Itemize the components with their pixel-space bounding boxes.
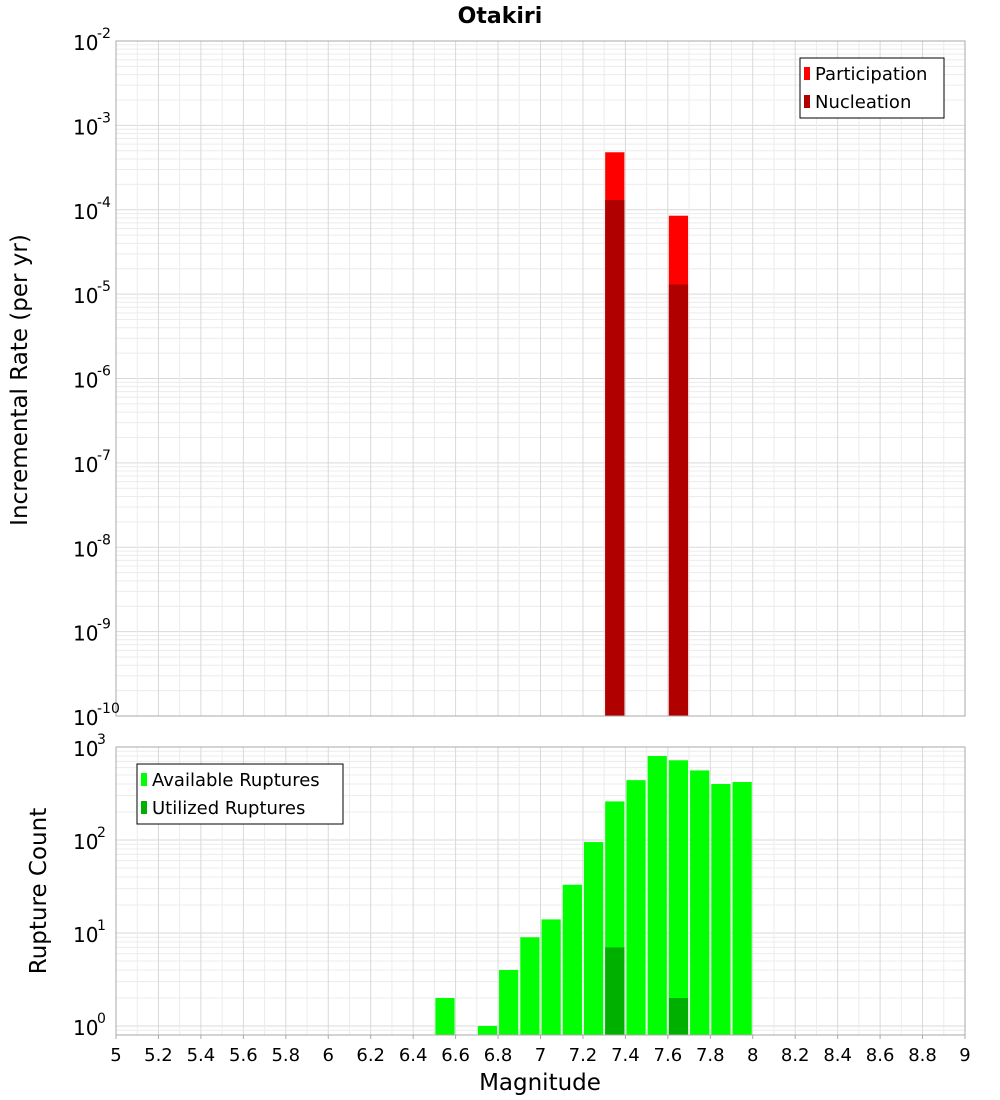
y-tick-label: 10 [73, 737, 98, 761]
legend-swatch [804, 95, 810, 108]
x-tick-label: 5 [110, 1045, 121, 1066]
y-tick-exponent: -2 [97, 26, 111, 42]
y-tick-exponent: 2 [97, 825, 106, 841]
y-tick-exponent: -8 [97, 532, 111, 548]
x-tick-label: 5.4 [187, 1045, 216, 1066]
legend-swatch [141, 801, 147, 814]
y-tick-exponent: 0 [97, 1011, 106, 1027]
legend-label: Participation [815, 64, 927, 85]
top-legend: Participation Nucleation [799, 57, 945, 119]
bar [605, 947, 625, 1035]
bar [626, 780, 646, 1035]
x-tick-label: 8.8 [908, 1045, 937, 1066]
top-plot-incremental-rate: 10-1010-910-810-710-610-510-410-310-2Par… [73, 26, 966, 730]
y-tick-label: 10 [73, 1016, 98, 1040]
legend-label: Nucleation [815, 92, 911, 113]
y-tick-exponent: -7 [97, 448, 111, 464]
bottom-series-utilized-ruptures [605, 947, 689, 1035]
top-grid [115, 40, 966, 717]
bar [732, 782, 752, 1035]
x-tick-label: 8 [747, 1045, 758, 1066]
bar [711, 784, 731, 1035]
x-tick-label: 6.6 [441, 1045, 470, 1066]
bar [668, 760, 689, 1035]
bar [541, 919, 561, 1035]
bottom-y-axis-title: Rupture Count [26, 808, 52, 974]
y-tick-label: 10 [73, 200, 98, 224]
x-tick-label: 7.2 [569, 1045, 598, 1066]
y-tick-exponent: -5 [97, 279, 111, 295]
x-tick-labels: 5 5.2 5.4 5.6 5.8 6 6.2 6.4 6.6 6.8 7 7.2 7.4 7.6 7.8 8… [110, 1035, 971, 1066]
x-tick-label: 7.6 [654, 1045, 683, 1066]
legend-box [136, 763, 344, 825]
top-plot-frame [115, 40, 966, 717]
y-tick-exponent: -3 [97, 110, 111, 126]
x-tick-label: 6.2 [356, 1045, 385, 1066]
y-tick-exponent: -10 [97, 701, 120, 717]
x-tick-label: 7 [535, 1045, 546, 1066]
y-tick-exponent: 3 [97, 732, 106, 748]
bar [668, 284, 689, 716]
y-tick-label: 10 [73, 31, 98, 55]
legend-swatch [804, 67, 810, 80]
x-axis-title: Magnitude [479, 1070, 601, 1096]
x-tick-label: 6.4 [399, 1045, 428, 1066]
y-tick-label: 10 [73, 622, 98, 646]
y-tick-label: 10 [73, 115, 98, 139]
x-tick-label: 6.8 [484, 1045, 513, 1066]
bar [477, 1025, 498, 1035]
legend-label: Utilized Ruptures [152, 798, 305, 819]
top-series-nucleation [605, 200, 689, 716]
legend-box [799, 57, 945, 119]
x-tick-label: 7.8 [696, 1045, 725, 1066]
x-tick-label: 5.8 [271, 1045, 300, 1066]
x-tick-label: 7.4 [611, 1045, 640, 1066]
y-tick-exponent: -4 [97, 195, 111, 211]
legend-label: Available Ruptures [152, 770, 320, 791]
bar [668, 997, 689, 1035]
y-tick-label: 10 [73, 830, 98, 854]
bar [690, 770, 710, 1035]
y-tick-label: 10 [73, 923, 98, 947]
x-tick-label: 8.6 [866, 1045, 895, 1066]
bar [562, 884, 582, 1035]
bar [499, 969, 519, 1035]
x-tick-label: 8.4 [823, 1045, 852, 1066]
bar [605, 200, 625, 716]
y-tick-label: 10 [73, 537, 98, 561]
bar [583, 842, 604, 1035]
y-tick-label: 10 [73, 706, 98, 730]
top-y-axis-title: Incremental Rate (per yr) [7, 234, 33, 526]
legend-swatch [141, 773, 147, 786]
x-tick-label: 8.2 [781, 1045, 810, 1066]
y-tick-exponent: 1 [97, 918, 106, 934]
y-tick-label: 10 [73, 453, 98, 477]
y-tick-exponent: -9 [97, 617, 111, 633]
chart-title: Otakiri [458, 4, 543, 29]
x-tick-label: 5.2 [144, 1045, 173, 1066]
x-tick-label: 9 [959, 1045, 970, 1066]
bottom-series-available-ruptures [435, 756, 752, 1035]
y-tick-exponent: -6 [97, 364, 111, 380]
bar [435, 997, 455, 1035]
x-tick-label: 6 [323, 1045, 334, 1066]
bottom-legend: Available Ruptures Utilized Ruptures [136, 763, 344, 825]
x-tick-label: 5.6 [229, 1045, 258, 1066]
bar [520, 937, 540, 1035]
y-tick-label: 10 [73, 284, 98, 308]
bar [647, 756, 667, 1035]
y-tick-label: 10 [73, 369, 98, 393]
